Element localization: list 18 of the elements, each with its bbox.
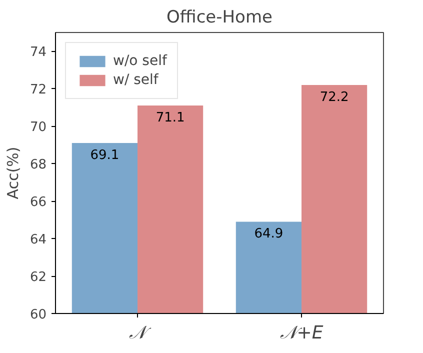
data-label: 71.1 bbox=[156, 110, 185, 126]
y-tick-label: 68 bbox=[30, 158, 47, 173]
data-label: 69.1 bbox=[90, 148, 120, 164]
y-tick-label: 60 bbox=[30, 308, 47, 322]
x-tick-label: 𝒩+E bbox=[280, 322, 324, 344]
data-label: 64.9 bbox=[254, 226, 284, 242]
chart-title: Office-Home bbox=[166, 8, 272, 28]
y-tick-label: 72 bbox=[30, 82, 47, 98]
y-tick-label: 64 bbox=[30, 232, 47, 248]
y-tick-label: 74 bbox=[30, 45, 47, 60]
legend-label: w/o self bbox=[113, 53, 167, 69]
data-label: 72.2 bbox=[320, 90, 349, 105]
legend-label: w/ self bbox=[113, 72, 158, 88]
y-tick-label: 62 bbox=[30, 270, 47, 286]
y-tick-label: 66 bbox=[30, 195, 47, 210]
y-tick-label: 70 bbox=[30, 120, 47, 136]
y-axis-title: Acc(%) bbox=[4, 146, 22, 200]
x-tick-label: 𝒩 bbox=[129, 322, 152, 344]
